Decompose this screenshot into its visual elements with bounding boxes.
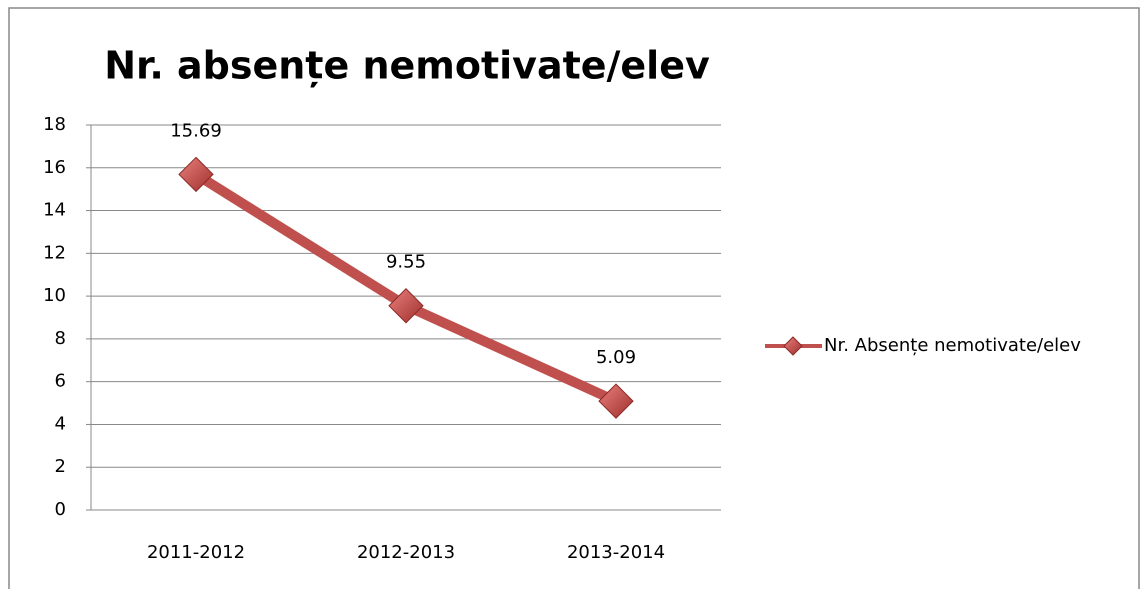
y-tick-label: 6 bbox=[55, 371, 66, 392]
y-tick-label: 4 bbox=[55, 413, 66, 434]
chart-title: Nr. absențe nemotivate/elev bbox=[104, 44, 710, 88]
legend-marker bbox=[783, 336, 803, 356]
y-tick-label: 16 bbox=[43, 157, 66, 178]
x-tick-label: 2013-2014 bbox=[567, 542, 665, 563]
y-tick-label: 2 bbox=[55, 456, 66, 477]
marker bbox=[598, 383, 634, 419]
y-tick-label: 0 bbox=[55, 499, 66, 520]
y-tick-label: 12 bbox=[43, 242, 66, 263]
x-tick-label: 2011-2012 bbox=[147, 542, 245, 563]
y-tick-label: 14 bbox=[43, 200, 66, 221]
y-tick-label: 10 bbox=[43, 285, 66, 306]
chart-border bbox=[8, 7, 1140, 589]
data-label: 15.69 bbox=[170, 120, 222, 141]
y-tick-label: 18 bbox=[43, 114, 66, 135]
data-label: 5.09 bbox=[596, 347, 636, 368]
line bbox=[193, 170, 619, 406]
legend-label: Nr. Absențe nemotivate/elev bbox=[824, 335, 1081, 356]
marker bbox=[388, 288, 424, 324]
x-tick-label: 2012-2013 bbox=[357, 542, 455, 563]
marker bbox=[178, 156, 214, 193]
data-label: 9.55 bbox=[386, 252, 426, 273]
y-tick-label: 8 bbox=[55, 328, 66, 349]
